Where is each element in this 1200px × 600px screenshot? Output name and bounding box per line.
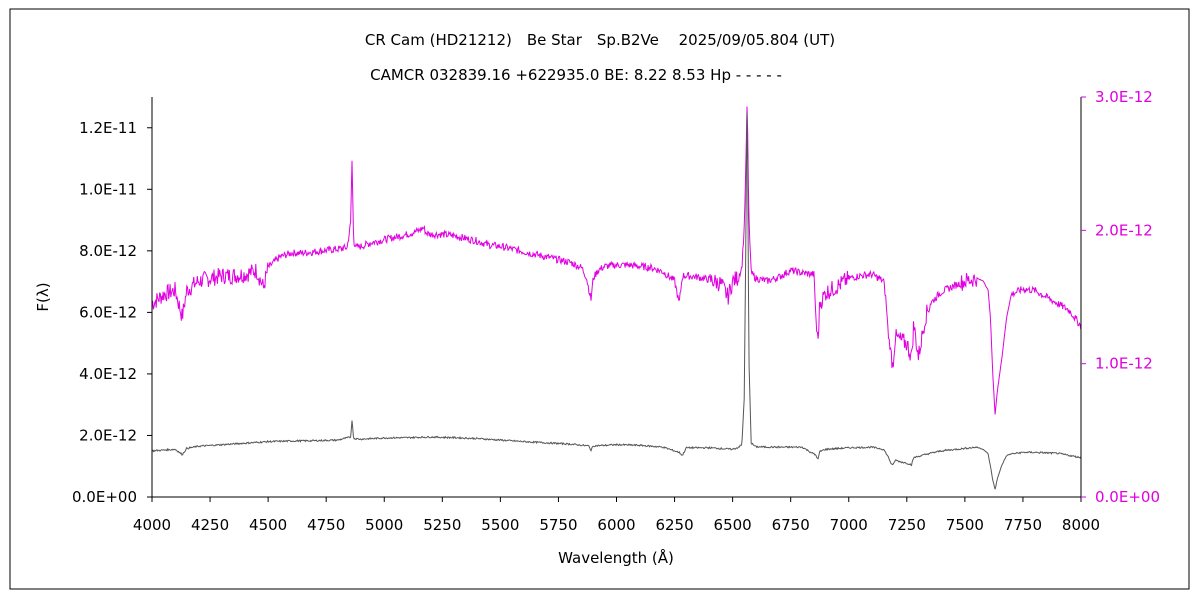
x-tick-label: 5250 — [423, 516, 461, 534]
x-tick-label: 4000 — [133, 516, 171, 534]
x-tick-label: 7750 — [1004, 516, 1042, 534]
y-left-tick-label: 0.0E+00 — [72, 488, 137, 506]
x-tick-label: 6250 — [655, 516, 693, 534]
y-axis-label: F(λ) — [34, 282, 52, 311]
x-axis-label: Wavelength (Å) — [558, 548, 674, 567]
y-left-tick-label: 1.0E-11 — [79, 180, 137, 198]
y-left-tick-label: 1.2E-11 — [79, 119, 137, 137]
series-layer — [152, 106, 1081, 490]
x-tick-label: 7250 — [888, 516, 926, 534]
x-tick-label: 8000 — [1062, 516, 1100, 534]
x-tick-label: 7000 — [830, 516, 868, 534]
series-line-scaled — [152, 106, 1081, 415]
x-tick-label: 5500 — [481, 516, 519, 534]
y-right-tick-label: 0.0E+00 — [1095, 488, 1160, 506]
x-tick-label: 6500 — [714, 516, 752, 534]
y-right-tick-label: 1.0E-12 — [1095, 355, 1153, 373]
x-tick-label: 6000 — [597, 516, 635, 534]
outer-border — [9, 8, 1190, 590]
series-line-raw — [152, 113, 1081, 490]
x-tick-label: 4500 — [249, 516, 287, 534]
chart-title: CR Cam (HD21212) Be Star Sp.B2Ve 2025/09… — [365, 31, 835, 49]
x-tick-label: 5750 — [539, 516, 577, 534]
y-right-tick-label: 2.0E-12 — [1095, 221, 1153, 239]
x-tick-label: 7500 — [946, 516, 984, 534]
x-tick-label: 6750 — [772, 516, 810, 534]
y-left-tick-label: 4.0E-12 — [79, 365, 137, 383]
y-left-tick-label: 8.0E-12 — [79, 242, 137, 260]
x-tick-label: 4750 — [307, 516, 345, 534]
y-left-tick-label: 6.0E-12 — [79, 303, 137, 321]
y-left-tick-label: 2.0E-12 — [79, 426, 137, 444]
y-right-tick-label: 3.0E-12 — [1095, 88, 1153, 106]
x-tick-label: 5000 — [365, 516, 403, 534]
chart-subtitle: CAMCR 032839.16 +622935.0 BE: 8.22 8.53 … — [370, 66, 782, 84]
x-tick-label: 4250 — [191, 516, 229, 534]
